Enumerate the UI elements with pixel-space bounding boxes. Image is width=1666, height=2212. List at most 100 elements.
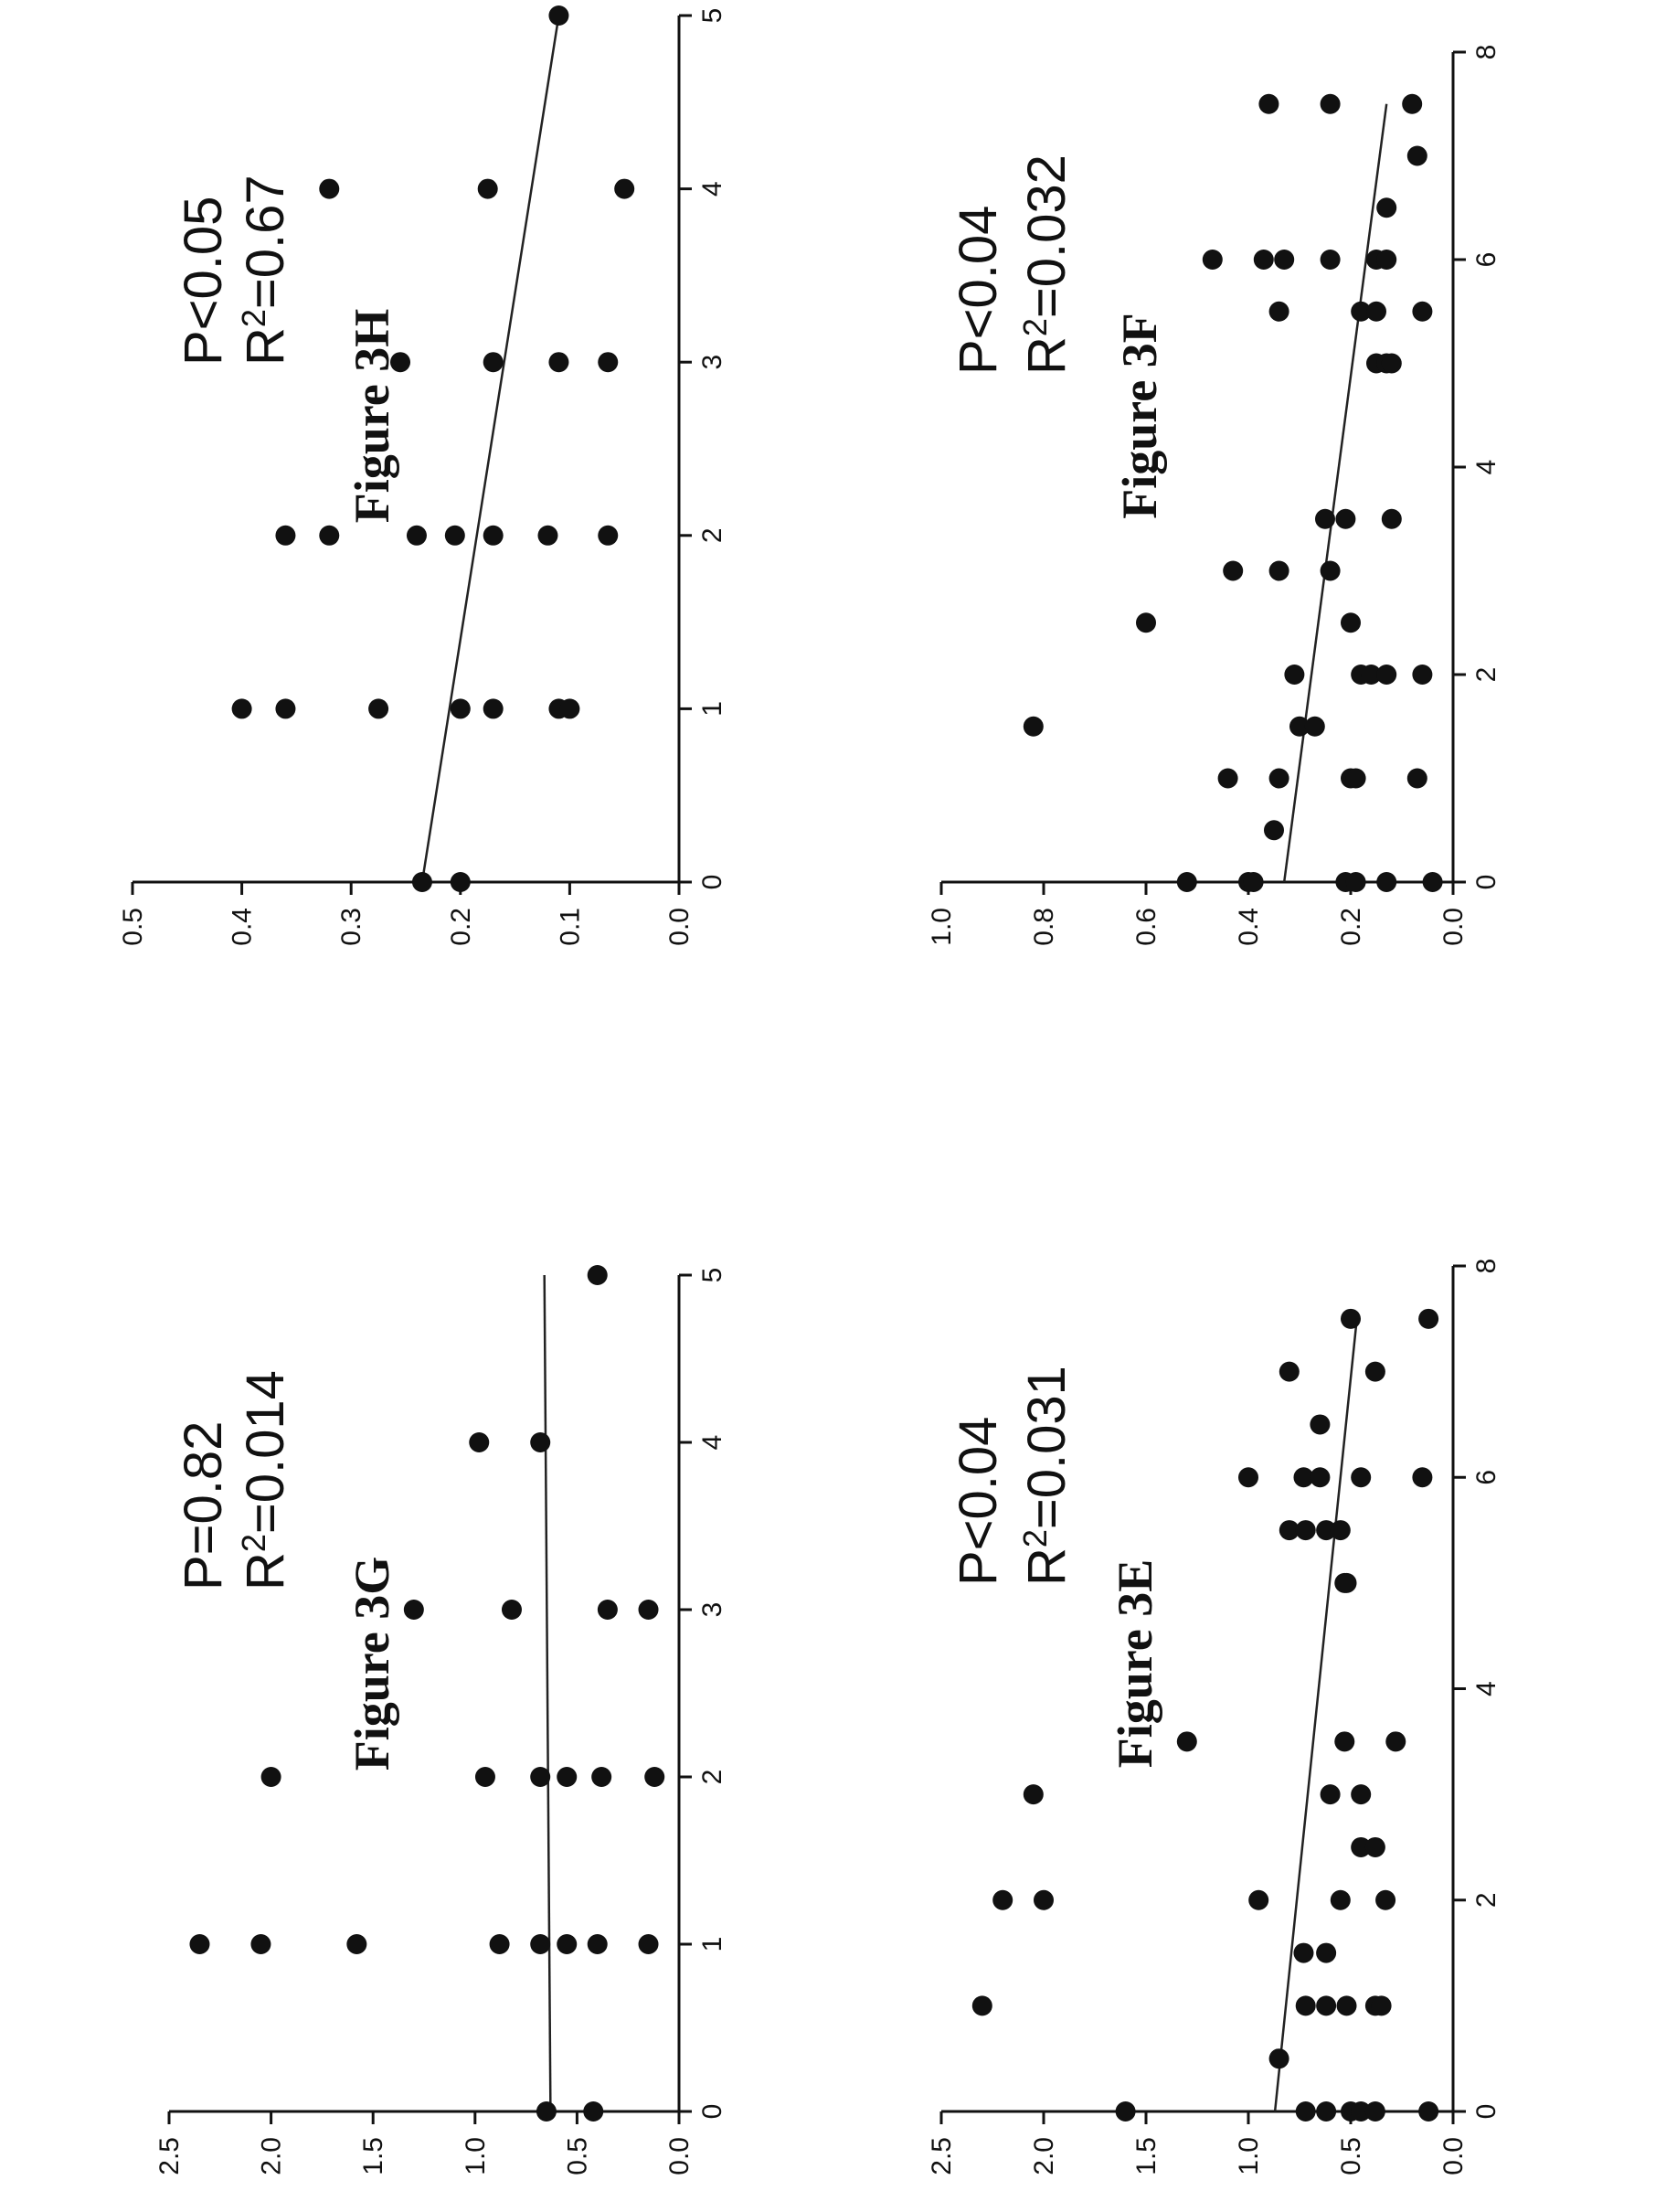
figure-3e-y-tick-label: 0.5 <box>1336 2137 1366 2175</box>
figure-3e-data-point <box>1375 1889 1396 1910</box>
figure-3f-data-point <box>1136 612 1156 633</box>
figure-3f-y-tick-label: 0.6 <box>1131 908 1162 946</box>
figure-3h-x-tick-label: 3 <box>697 355 727 370</box>
figure-3h-data-point <box>390 352 411 373</box>
figure-3h-y-tick-label: 0.2 <box>446 908 476 946</box>
figure-3e-data-point <box>1248 1889 1269 1910</box>
figure-3g-data-point <box>489 1934 510 1954</box>
figure-3h-x-tick-label: 2 <box>697 527 727 543</box>
figure-3e-data-point <box>1412 1467 1433 1488</box>
figure-3f-data-point <box>1361 665 1382 685</box>
figure-3f-data-point <box>1402 93 1423 114</box>
figure-3g-data-point <box>189 1934 210 1954</box>
figure-3e-data-point <box>1316 1995 1337 2016</box>
figure-3f-data-point <box>1345 872 1366 892</box>
figure-3h-caption: Figure 3H <box>345 309 399 523</box>
figure-3f-data-point <box>1176 872 1197 892</box>
figure-3g-data-point <box>583 2101 604 2122</box>
figure-3f-y-tick-label: 0.0 <box>1438 908 1469 946</box>
figure-3f-data-point <box>1264 820 1284 841</box>
figure-3g-data-point <box>530 1934 551 1954</box>
figure-3g-data-point <box>587 1265 608 1285</box>
figure-3g-x-tick-label: 0 <box>697 2104 727 2120</box>
figure-3f-data-point <box>1381 353 1402 374</box>
figure-3h-y-tick-label: 0.3 <box>336 908 366 946</box>
figure-3e-trend-line <box>1273 1318 1358 2112</box>
figure-3g-y-tick-label: 0.0 <box>664 2137 695 2175</box>
figure-3e-data-point <box>1330 1889 1351 1910</box>
figure-3f-data-point <box>1366 301 1386 322</box>
figure-3f-y-tick-label: 1.0 <box>927 908 957 946</box>
figure-3e-data-point <box>1418 1308 1439 1329</box>
figure-3e-data-point <box>1295 1995 1316 2016</box>
figure-3e-data-point <box>1268 2048 1289 2069</box>
figure-3e-data-point <box>1351 2101 1372 2122</box>
figure-3h-data-point <box>559 698 580 719</box>
figure-3f-y-tick-label: 0.2 <box>1336 908 1366 946</box>
figure-3e-y-tick-label: 0.0 <box>1438 2137 1469 2175</box>
figure-3g-p-value: P=0.82 <box>174 1421 233 1590</box>
figure-3f-x-tick-label: 8 <box>1471 45 1502 60</box>
figure-3g-x-tick-label: 5 <box>697 1268 727 1283</box>
figure-3h-data-point <box>411 872 432 892</box>
figure-3h: P<0.05 R2=0.67 Figure 3H 0 1 2 3 4 5 0.0 0.1 0.2… <box>118 5 727 946</box>
figure-3g-data-point <box>346 1934 367 1954</box>
figure-3h-data-point <box>319 178 340 199</box>
figure-3e-y-tick-label: 1.5 <box>1131 2137 1162 2175</box>
figure-3h-data-point <box>450 698 471 719</box>
figure-3g-caption: Figure 3G <box>345 1557 399 1771</box>
figure-3f-data-point <box>1202 250 1223 270</box>
figure-3f-data-point <box>1376 872 1397 892</box>
figure-3g: P=0.82 R2=0.014 Figure 3G 0 1 2 3 4 5 0.0 0.5 1.… <box>154 1265 727 2175</box>
figure-3e-data-point <box>1293 1942 1314 1963</box>
figure-3e-data-point <box>1176 1731 1197 1752</box>
figure-3f-data-point <box>1284 665 1305 685</box>
figure-3e-r-squared: R2=0.031 <box>1016 1366 1077 1586</box>
figure-3f-data-point <box>1320 250 1341 270</box>
figure-3e-data-point <box>1310 1414 1331 1435</box>
figure-3h-x-tick-label: 5 <box>697 8 727 24</box>
figure-3e-data-point <box>1351 1836 1372 1857</box>
figure-3e-data-point <box>1364 1836 1385 1857</box>
figure-3g-y-tick-label: 1.5 <box>358 2137 388 2175</box>
figure-3g-x-tick-label: 2 <box>697 1770 727 1785</box>
figure-3g-data-point <box>638 1600 659 1620</box>
figure-3f-data-point <box>1376 197 1397 218</box>
figure-3h-data-point <box>368 698 389 719</box>
figure-3e-p-value: P<0.04 <box>949 1417 1008 1586</box>
figure-3e-y-tick-label: 1.0 <box>1234 2137 1264 2175</box>
figure-3g-data-point <box>557 1934 578 1954</box>
figure-3g-data-point <box>597 1600 618 1620</box>
figure-3e-data-point <box>1334 1731 1355 1752</box>
figure-3e-data-point <box>992 1889 1013 1910</box>
figure-3e-data-point <box>1310 1467 1331 1488</box>
figure-3e-data-point <box>971 1995 992 2016</box>
figure-3h-data-point <box>275 525 296 546</box>
figure-3f-data-point <box>1243 872 1264 892</box>
figure-3f-data-point <box>1351 301 1372 322</box>
figure-3f-data-point <box>1023 716 1044 737</box>
figure-3e-data-point <box>1336 1572 1357 1593</box>
figure-3h-x-tick-label: 4 <box>697 181 727 197</box>
figure-3h-data-point <box>450 872 471 892</box>
figure-3e-y-tick-label: 2.5 <box>927 2137 957 2175</box>
figure-3h-data-point <box>231 698 252 719</box>
figure-3g-data-point <box>638 1934 659 1954</box>
figure-3e-data-point <box>1316 1520 1337 1541</box>
figure-3f-x-tick-label: 2 <box>1471 667 1502 683</box>
figure-3h-x-tick-label: 1 <box>697 701 727 717</box>
figure-3h-data-point <box>537 525 558 546</box>
figure-3h-data-point <box>548 352 569 373</box>
figure-3e-data-point <box>1295 2101 1316 2122</box>
figure-3h-trend-line <box>420 15 560 883</box>
figure-3f-data-point <box>1268 768 1289 789</box>
figure-3g-data-point <box>591 1767 612 1787</box>
figure-3e-data-point <box>1279 1361 1300 1382</box>
figure-3g-y-tick-label: 2.0 <box>257 2137 287 2175</box>
figure-3g-x-tick-label: 4 <box>697 1435 727 1451</box>
figure-3h-data-point <box>483 352 504 373</box>
figure-3f-data-point <box>1406 768 1427 789</box>
figure-3g-r-squared: R2=0.014 <box>235 1370 295 1590</box>
figure-3f: P<0.04 R2=0.032 Figure 3F 0 2 4 6 8 0.0 0.2 0.4… <box>927 45 1502 946</box>
figure-3e-data-point <box>1316 2101 1337 2122</box>
